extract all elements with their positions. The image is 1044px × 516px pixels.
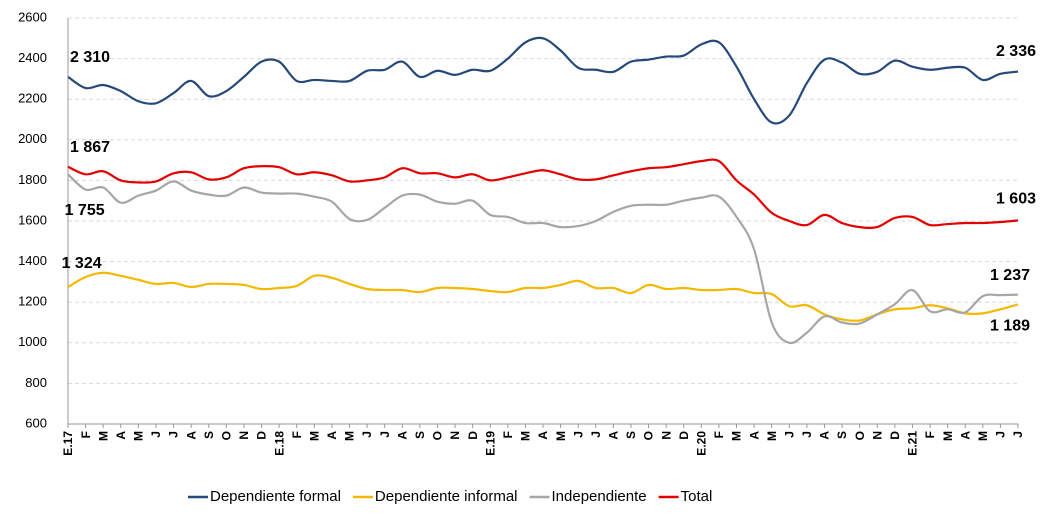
y-tick-label: 2000 — [18, 131, 47, 146]
x-tick-label: E.18 — [272, 431, 286, 456]
x-tick-label: M — [519, 431, 533, 441]
x-tick-label: O — [220, 431, 234, 440]
x-tick-label: J — [782, 431, 796, 438]
x-tick-label: N — [237, 431, 251, 440]
series-line — [67, 271, 1019, 322]
x-tick-label: M — [132, 431, 146, 441]
x-tick-label: D — [466, 431, 480, 440]
x-tick-label: A — [747, 431, 761, 440]
x-tick-label: A — [607, 431, 621, 440]
x-tick-label: O — [642, 431, 656, 440]
value-label: 1 237 — [990, 267, 1030, 284]
x-tick-label: M — [307, 431, 321, 441]
x-tick-label: S — [202, 431, 216, 439]
x-tick-label: S — [624, 431, 638, 439]
x-tick-label: J — [994, 431, 1008, 438]
value-label: 2 310 — [70, 49, 110, 66]
y-tick-label: 2200 — [18, 91, 47, 106]
y-tick-label: 2600 — [18, 9, 47, 24]
x-tick-label: F — [290, 431, 304, 438]
x-tick-label: S — [413, 431, 427, 439]
x-tick-label: F — [712, 431, 726, 438]
x-tick-label: M — [941, 431, 955, 441]
y-tick-label: 1400 — [18, 253, 47, 268]
value-label: 1 755 — [65, 202, 105, 219]
value-label: 1 189 — [990, 318, 1030, 335]
x-tick-label: F — [79, 431, 93, 438]
x-tick-label: A — [114, 431, 128, 440]
x-tick-label: A — [184, 431, 198, 440]
x-tick-label: D — [677, 431, 691, 440]
x-tick-label: O — [853, 431, 867, 440]
x-tick-label: S — [835, 431, 849, 439]
x-tick-label: M — [765, 431, 779, 441]
x-tick-label: A — [958, 431, 972, 440]
y-tick-label: 1000 — [18, 334, 47, 349]
x-tick-label: J — [571, 431, 585, 438]
x-tick-label: J — [589, 431, 603, 438]
x-tick-label: M — [554, 431, 568, 441]
y-tick-label: 1600 — [18, 212, 47, 227]
x-tick-label: A — [536, 431, 550, 440]
x-tick-label: D — [888, 431, 902, 440]
x-tick-label: E.20 — [695, 431, 709, 456]
y-tick-label: 1800 — [18, 172, 47, 187]
x-tick-label: F — [923, 431, 937, 438]
value-label: 1 324 — [62, 255, 102, 272]
x-tick-label: J — [800, 431, 814, 438]
x-tick-label: D — [255, 431, 269, 440]
x-tick-label: A — [325, 431, 339, 440]
x-tick-label: J — [149, 431, 163, 438]
x-tick-label: N — [659, 431, 673, 440]
y-tick-label: 600 — [25, 415, 47, 430]
x-tick-label: M — [343, 431, 357, 441]
x-tick-label: N — [870, 431, 884, 440]
x-tick-label: N — [448, 431, 462, 440]
x-tick-label: E.19 — [483, 431, 497, 456]
value-label: 2 336 — [996, 43, 1036, 60]
series-line — [67, 36, 1019, 125]
x-tick-label: J — [360, 431, 374, 438]
x-tick-label: M — [96, 431, 110, 441]
y-tick-label: 1200 — [18, 294, 47, 309]
x-tick-label: A — [818, 431, 832, 440]
x-tick-label: J — [1011, 431, 1025, 438]
series-line — [67, 158, 1019, 230]
x-tick-label: F — [501, 431, 515, 438]
x-tick-label: E.21 — [906, 431, 920, 456]
value-label: 1 867 — [70, 139, 110, 156]
legend-label: Independiente — [552, 488, 647, 505]
y-tick-label: 2400 — [18, 50, 47, 65]
legend-label: Dependiente informal — [375, 488, 518, 505]
legend-label: Total — [681, 488, 713, 505]
x-tick-label: J — [378, 431, 392, 438]
x-tick-label: M — [976, 431, 990, 441]
x-tick-label: E.17 — [61, 431, 75, 456]
x-tick-label: J — [167, 431, 181, 438]
value-label: 1 603 — [996, 191, 1036, 208]
x-tick-label: M — [730, 431, 744, 441]
x-tick-label: O — [431, 431, 445, 440]
y-tick-label: 800 — [25, 375, 47, 390]
series-line — [67, 173, 1019, 345]
x-tick-label: A — [395, 431, 409, 440]
legend-label: Dependiente formal — [210, 488, 341, 505]
